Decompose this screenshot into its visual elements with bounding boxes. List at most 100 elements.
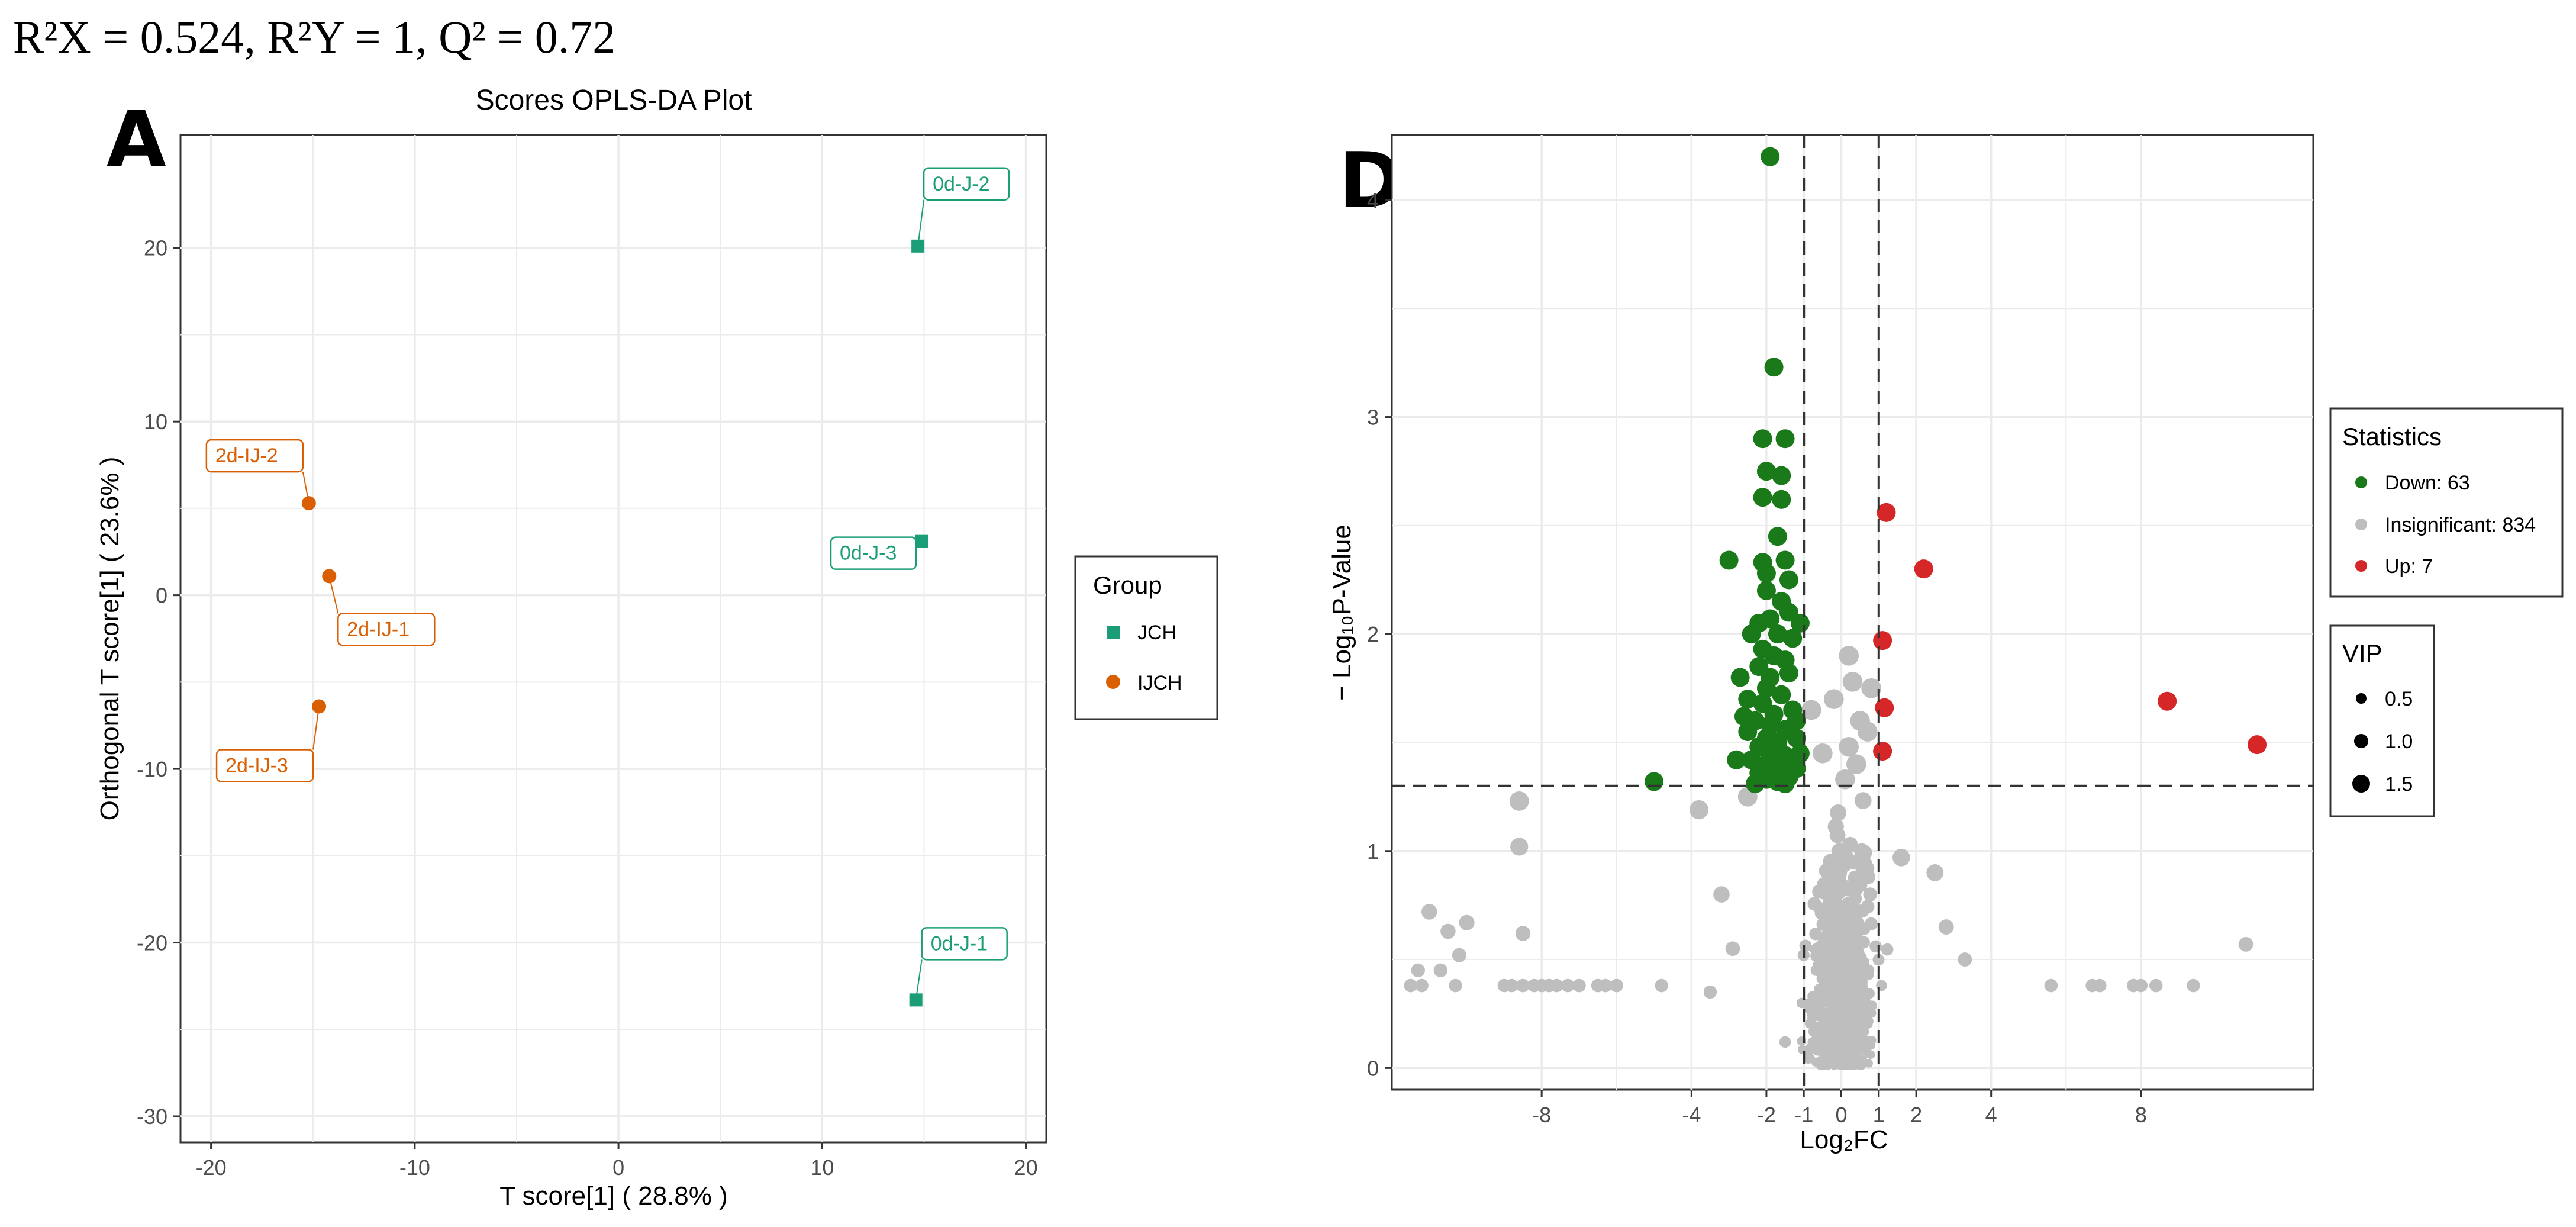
data-point-insignificant [1725, 941, 1740, 957]
data-point-down [1775, 774, 1795, 794]
point-label: 2d-IJ-1 [347, 618, 410, 640]
legend-marker-up [2355, 560, 2367, 572]
legend-box [1074, 555, 1218, 720]
data-point-insignificant [1411, 963, 1426, 978]
data-point-insignificant [1814, 906, 1829, 920]
data-point-down [1761, 147, 1780, 166]
data-point-insignificant [1516, 978, 1530, 993]
data-point-insignificant [1926, 864, 1944, 881]
data-point-insignificant [1848, 870, 1863, 885]
data-point-down [1753, 429, 1772, 449]
y-tick-label: -30 [137, 1104, 167, 1129]
data-point-insignificant [1799, 939, 1812, 952]
y-tick-label: 20 [144, 236, 167, 260]
y-axis-title: Orthogonal T score[1] ( 23.6% ) [95, 457, 124, 821]
data-point-insignificant [1801, 700, 1821, 720]
data-point-ijch [301, 496, 316, 511]
x-tick-label: 0 [612, 1155, 624, 1180]
data-point-down [1727, 750, 1746, 769]
data-point-insignificant [1856, 935, 1869, 948]
y-tick-label: 1 [1367, 839, 1379, 864]
data-point-insignificant [1856, 1015, 1866, 1025]
data-point-insignificant [1415, 978, 1429, 993]
data-point-insignificant [1861, 900, 1875, 914]
vip-marker-small [2356, 693, 2367, 704]
data-point-insignificant [1860, 1046, 1869, 1055]
data-point-insignificant [1852, 983, 1864, 994]
y-tick-label: 0 [1367, 1056, 1379, 1080]
data-point-insignificant [1449, 978, 1462, 993]
legend-title: Statistics [2342, 423, 2442, 450]
data-point-insignificant [1839, 736, 1859, 757]
data-point-down [1790, 613, 1810, 633]
data-point-insignificant [1610, 978, 1624, 993]
x-tick-label: 2 [1910, 1103, 1922, 1127]
y-tick-label: 0 [156, 584, 167, 608]
data-point-insignificant [1881, 943, 1894, 956]
data-point-insignificant [1804, 1051, 1813, 1060]
legend-box [2329, 624, 2435, 817]
x-tick-label: 4 [1985, 1103, 1997, 1127]
data-point-insignificant [1821, 1061, 1830, 1070]
data-point-down [1719, 550, 1739, 570]
data-point-insignificant [1803, 998, 1814, 1009]
point-label-box [921, 927, 1008, 961]
data-point-insignificant [1826, 903, 1840, 917]
data-point-insignificant [1826, 968, 1838, 980]
data-point-down [1730, 668, 1750, 687]
legend-label-jch: JCH [1137, 621, 1176, 644]
data-point-down [1745, 774, 1765, 794]
x-axis-title: Log₂FC [1800, 1125, 1888, 1154]
data-point-down [1768, 624, 1787, 644]
x-tick-label: -4 [1682, 1103, 1701, 1127]
point-leader [917, 199, 925, 246]
x-tick-label: 1 [1873, 1103, 1885, 1127]
vip-legend-title: VIP [2342, 639, 2382, 667]
legend-marker-ijch [1106, 675, 1120, 689]
data-point-insignificant [1816, 917, 1830, 931]
point-label: 0d-J-2 [933, 173, 989, 195]
data-point-insignificant [1779, 1036, 1791, 1048]
data-point-up [1873, 631, 1892, 650]
vip-marker-large [2352, 775, 2370, 793]
data-point-insignificant [1828, 1048, 1837, 1057]
data-point-down [1768, 527, 1787, 546]
data-point-insignificant [1440, 923, 1456, 939]
y-axis-title: − Log₁₀P-Value [1327, 524, 1356, 701]
data-point-down [1753, 488, 1772, 507]
data-point-insignificant [1853, 999, 1864, 1010]
x-tick-label: -8 [1532, 1103, 1551, 1127]
data-point-insignificant [1824, 689, 1844, 709]
data-point-insignificant [1572, 978, 1586, 993]
data-point-insignificant [1459, 914, 1475, 930]
data-point-ijch [322, 569, 337, 584]
data-point-insignificant [1421, 904, 1437, 920]
x-tick-label: -10 [399, 1155, 430, 1180]
data-point-up [2158, 691, 2177, 711]
y-tick-label: -20 [137, 931, 167, 955]
data-point-insignificant [1814, 1029, 1824, 1039]
data-point-insignificant [1864, 1059, 1873, 1068]
data-point-insignificant [1832, 871, 1846, 886]
data-point-insignificant [1836, 1061, 1845, 1070]
data-point-down [1738, 722, 1758, 742]
data-point-insignificant [1834, 914, 1848, 928]
stats-header: R²X = 0.524, R²Y = 1, Q² = 0.72 [13, 11, 616, 63]
vip-label: 1.0 [2385, 730, 2413, 753]
data-point-insignificant [1838, 848, 1853, 864]
x-tick-label: -20 [196, 1155, 227, 1180]
point-label: 2d-IJ-3 [225, 754, 288, 777]
data-point-insignificant [1840, 1049, 1850, 1058]
data-point-down [1787, 759, 1806, 778]
plot-title: Scores OPLS-DA Plot [476, 85, 752, 116]
data-point-down [1775, 550, 1795, 570]
data-point-jch [915, 534, 929, 548]
data-point-insignificant [1856, 965, 1868, 978]
data-point-insignificant [1830, 1010, 1841, 1020]
data-point-insignificant [1827, 818, 1844, 835]
data-point-insignificant [1825, 883, 1840, 897]
legend-label-insignificant: Insignificant: 834 [2385, 514, 2536, 536]
data-point-up [1877, 503, 1896, 522]
